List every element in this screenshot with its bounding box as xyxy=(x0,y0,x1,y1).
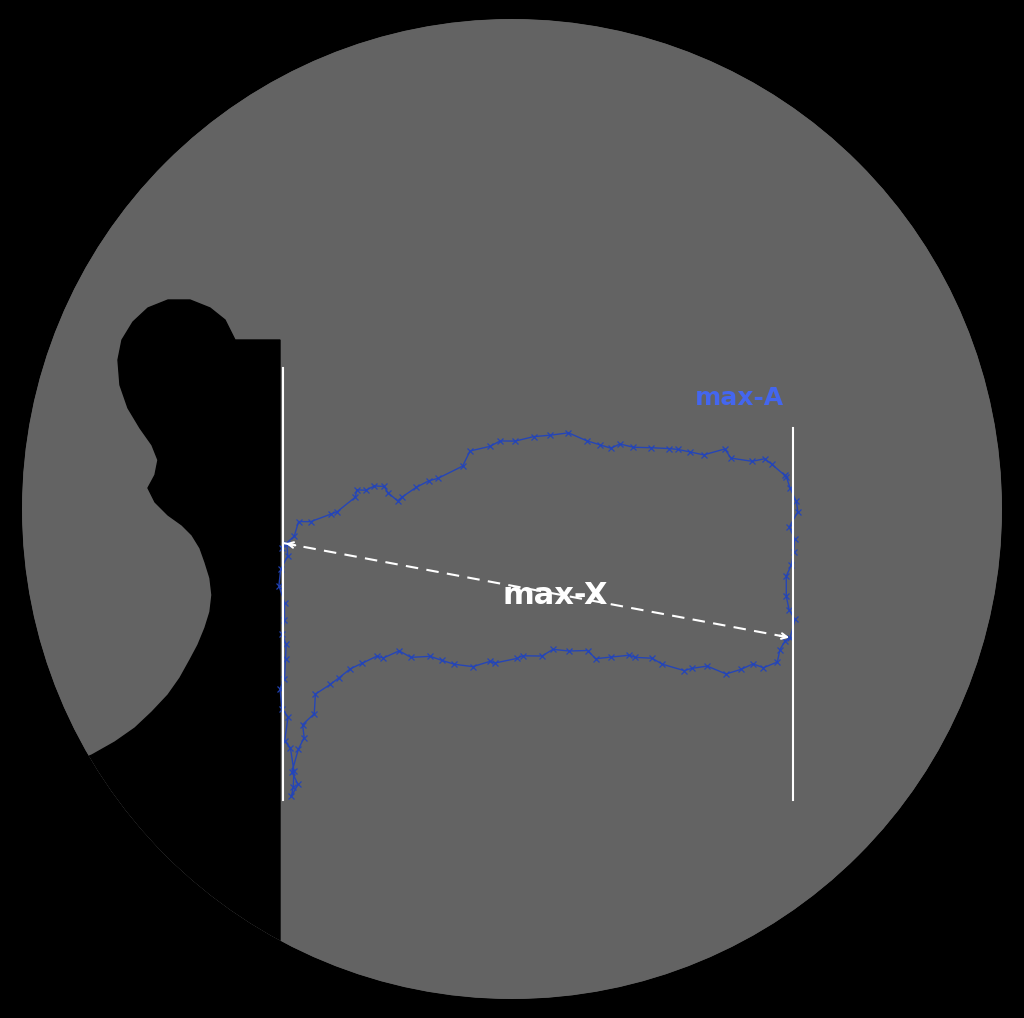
Text: max-A: max-A xyxy=(695,386,784,410)
Text: max-X: max-X xyxy=(502,580,608,610)
Polygon shape xyxy=(0,300,280,1018)
Circle shape xyxy=(22,19,1002,999)
